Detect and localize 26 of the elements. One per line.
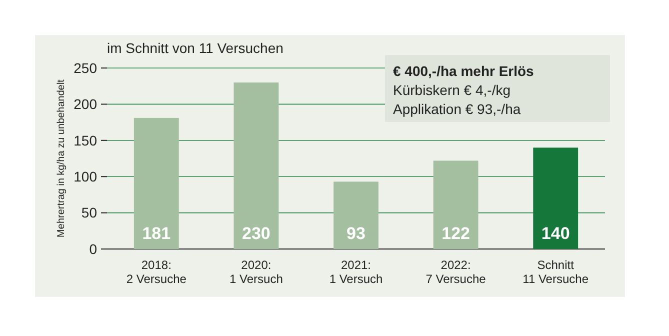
x-tick-label: Schnitt 11 Versuche	[522, 258, 589, 286]
data-label: 230	[242, 224, 270, 243]
y-tick-label: 0	[89, 240, 98, 257]
annotation: Applikation € 93,-/ha	[393, 101, 521, 117]
x-tick-label: 2020: 1 Versuch	[230, 258, 283, 286]
y-tick-label: 250	[74, 60, 98, 76]
y-tick-label: 100	[74, 168, 98, 184]
data-label: 93	[346, 224, 366, 243]
data-label: 122	[442, 224, 470, 243]
annotation: € 400,-/ha mehr Erlös	[393, 63, 534, 79]
data-label: 181	[142, 224, 171, 243]
bar	[234, 82, 279, 249]
x-tick-label: 2018: 2 Versuche	[126, 258, 187, 286]
bar	[134, 118, 179, 249]
y-tick-label: 150	[74, 132, 98, 148]
x-tick-label: 2021: 1 Versuch	[329, 258, 383, 286]
annotation: Kürbiskern € 4,-/kg	[393, 82, 510, 98]
chart-title: im Schnitt von 11 Versuchen	[107, 40, 284, 56]
y-axis-title: Mehrertrag in kg/ha zu unbehandelt	[56, 79, 67, 238]
y-tick-label: 50	[81, 204, 98, 221]
data-label: 140	[541, 224, 570, 243]
bar	[433, 160, 478, 249]
bar	[334, 182, 378, 249]
y-tick-label: 200	[74, 96, 98, 112]
bar	[533, 148, 578, 249]
x-tick-label: 2022: 7 Versuche	[426, 258, 486, 286]
